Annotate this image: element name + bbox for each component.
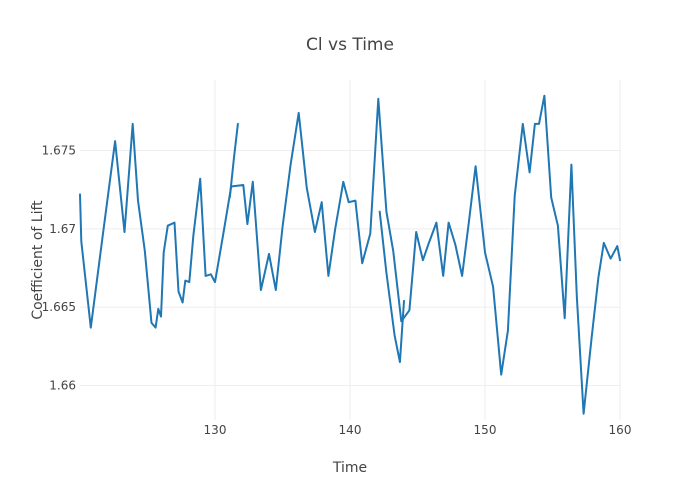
series-line-1 <box>79 94 621 415</box>
x-tick-label: 140 <box>339 423 362 437</box>
series-segment-1 <box>228 122 239 199</box>
x-tick-label: 130 <box>204 423 227 437</box>
y-tick-label: 1.675 <box>42 144 76 158</box>
y-axis-ticks: 1.66 1.665 1.67 1.675 <box>42 144 76 393</box>
x-axis-title: Time <box>332 460 367 476</box>
series-layer <box>79 94 621 415</box>
x-axis-ticks: 130 140 150 160 <box>204 423 632 437</box>
grid-layer <box>80 80 621 420</box>
y-tick-label: 1.67 <box>49 222 76 236</box>
x-tick-label: 150 <box>474 423 497 437</box>
y-tick-label: 1.665 <box>42 300 76 314</box>
series-line-2 <box>378 210 405 363</box>
y-axis-title: Coefficient of Lift <box>30 200 46 320</box>
chart-title: Cl vs Time <box>306 35 394 55</box>
x-tick-label: 160 <box>609 423 632 437</box>
y-tick-label: 1.66 <box>49 379 76 393</box>
